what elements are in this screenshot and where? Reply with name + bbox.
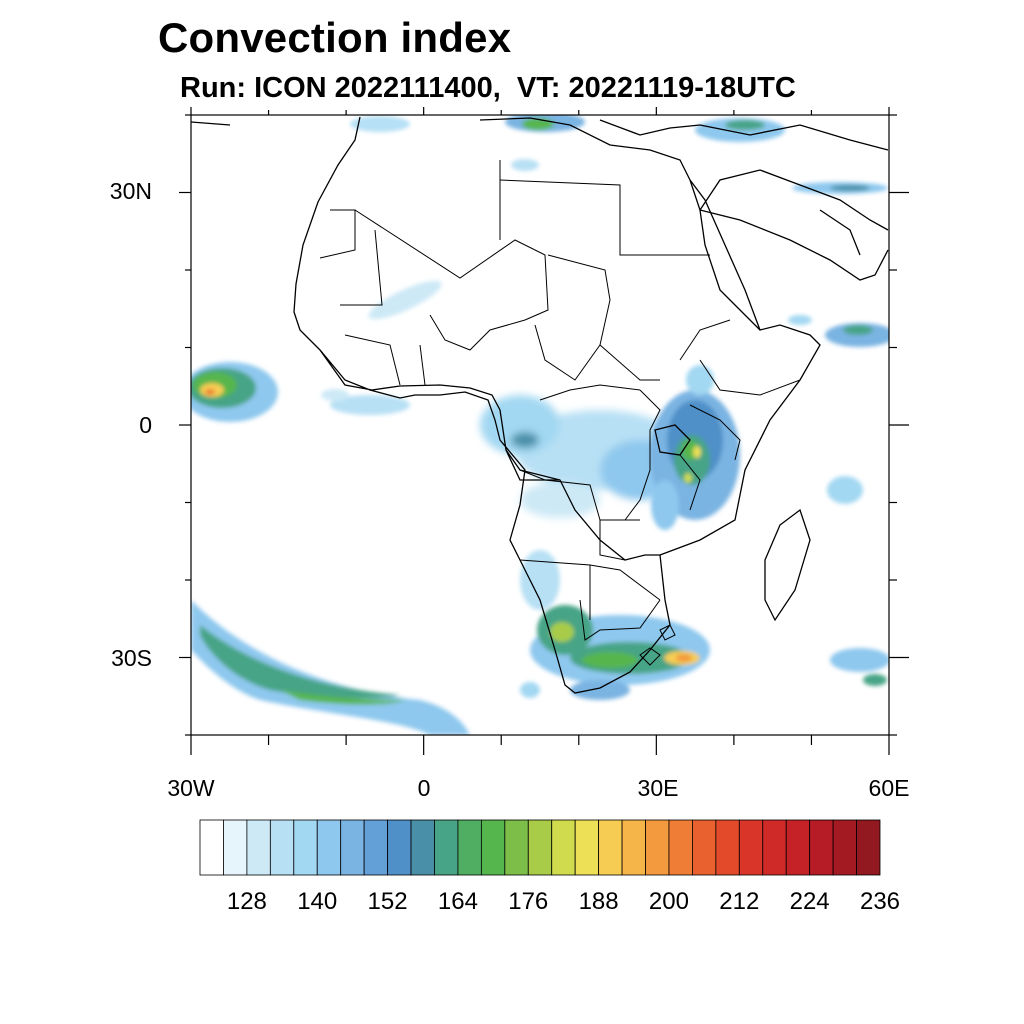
colorbar-box <box>621 819 646 876</box>
convection-atlantic-5n <box>191 362 278 422</box>
map-borders <box>319 160 801 666</box>
map-coastlines <box>191 116 889 694</box>
colorbar-box <box>574 819 600 876</box>
colorbar-box <box>832 819 857 876</box>
convection-south-atlantic-band <box>191 600 470 735</box>
colorbar-box <box>762 819 787 876</box>
convection-field <box>191 115 889 735</box>
chart-title: Convection index <box>158 14 512 61</box>
lat-label-30n: 30N <box>109 178 152 204</box>
colorbar-box <box>809 819 834 876</box>
colorbar-box <box>551 819 576 876</box>
colorbar-box <box>223 819 248 876</box>
colorbar-label: 176 <box>508 888 549 915</box>
colorbar-box <box>410 819 435 876</box>
colorbar-box <box>293 819 318 876</box>
colorbar-label: 212 <box>719 888 760 915</box>
colorbar-box <box>316 819 342 876</box>
convection-south-africa <box>520 550 710 700</box>
colorbar-box <box>598 819 623 876</box>
colorbar-label: 164 <box>437 888 478 915</box>
colorbar-box <box>387 819 412 876</box>
colorbar-box <box>715 819 740 876</box>
convection-mediterranean <box>350 115 888 194</box>
colorbar-box <box>480 819 506 876</box>
colorbar-label: 152 <box>367 888 408 915</box>
colorbar-label: 224 <box>789 888 830 915</box>
colorbar-label: 188 <box>578 888 619 915</box>
colorbar-box <box>199 819 224 876</box>
lat-label-0: 0 <box>139 412 152 438</box>
lon-label-0: 0 <box>417 775 431 801</box>
colorbar-label: 140 <box>297 888 338 915</box>
colorbar-box <box>738 819 764 876</box>
colorbar-box <box>363 819 388 876</box>
chart-subtitle: Run: ICON 2022111400, VT: 20221119-18UTC <box>180 72 796 104</box>
colorbar-box <box>457 819 482 876</box>
lat-label-30s: 30S <box>111 645 152 671</box>
colorbar-box <box>692 819 717 876</box>
colorbar-box <box>645 819 670 876</box>
colorbar-label: 128 <box>226 888 267 915</box>
colorbar-box <box>246 819 271 876</box>
colorbar-box <box>785 819 811 876</box>
colorbar-label: 200 <box>648 888 689 915</box>
colorbar-box <box>668 819 693 876</box>
convection-sahel <box>321 280 442 415</box>
lon-label-60e: 60E <box>868 775 910 801</box>
colorbar-box <box>856 819 881 876</box>
colorbar-box <box>269 819 295 876</box>
colorbar-box <box>504 819 529 876</box>
convection-east-africa <box>650 365 740 530</box>
colorbar-box <box>434 819 459 876</box>
convection-arabian-sea <box>788 315 889 686</box>
colorbar-box <box>340 819 365 876</box>
colorbar-label: 236 <box>859 888 901 915</box>
lon-label-30w: 30W <box>167 775 215 801</box>
colorbar-box <box>527 819 553 876</box>
axis-ticks <box>179 107 909 755</box>
lon-label-30e: 30E <box>637 775 679 801</box>
